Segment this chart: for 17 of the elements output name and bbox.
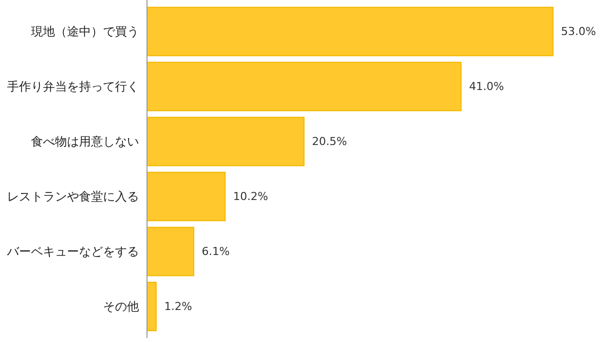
y-tick-label: 食べ物は用意しない [31, 134, 139, 148]
data-label: 41.0% [469, 80, 504, 93]
y-tick-label: 現地（途中）で買う [31, 24, 139, 38]
data-label: 20.5% [312, 135, 347, 148]
bar [146, 172, 226, 222]
bar [146, 116, 305, 166]
y-tick-label: 手作り弁当を持って行く [7, 80, 139, 94]
bar [146, 62, 462, 112]
data-label: 10.2% [233, 190, 268, 203]
data-label: 53.0% [561, 25, 596, 38]
data-label: 1.2% [164, 300, 192, 313]
bar [146, 6, 554, 56]
data-label: 6.1% [202, 245, 230, 258]
bar [146, 226, 194, 276]
y-tick-label: その他 [103, 300, 139, 314]
y-tick-label: レストランや食堂に入る [7, 190, 139, 204]
y-tick-label: バーベキューなどをする [6, 244, 139, 258]
